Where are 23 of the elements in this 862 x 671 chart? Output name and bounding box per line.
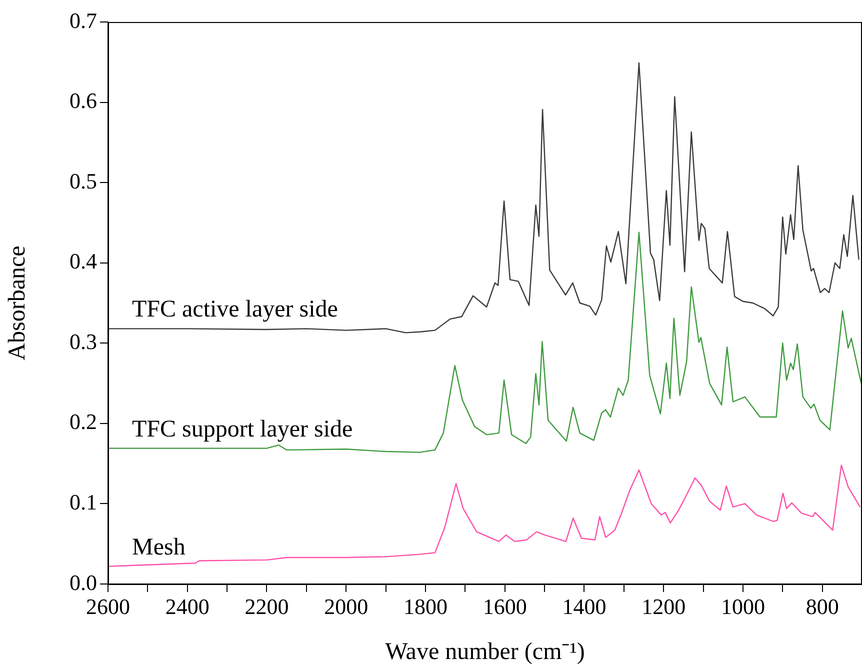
y-tick-label: 0.0 bbox=[70, 570, 97, 595]
y-tick-label: 0.2 bbox=[70, 409, 97, 434]
y-axis-title: Absorbance bbox=[4, 246, 31, 360]
x-tick-label: 2000 bbox=[324, 594, 368, 619]
x-tick-label: 1800 bbox=[403, 594, 448, 619]
x-tick-label: 2200 bbox=[244, 594, 289, 619]
y-tick-label: 0.1 bbox=[70, 489, 97, 514]
y-tick-label: 0.4 bbox=[70, 248, 97, 274]
x-tick-label: 800 bbox=[806, 594, 839, 619]
y-tick-label: 0.5 bbox=[70, 168, 97, 194]
series-label: TFC support layer side bbox=[132, 416, 353, 442]
y-tick-label: 0.3 bbox=[70, 328, 97, 354]
x-tick-label: 1600 bbox=[482, 594, 527, 619]
x-tick-label: 1200 bbox=[642, 594, 686, 619]
y-tick-label: 0.6 bbox=[70, 88, 97, 114]
x-tick-label: 2600 bbox=[86, 594, 130, 619]
x-axis-title: Wave number (cm⁻¹) bbox=[385, 638, 585, 665]
x-tick-label: 2400 bbox=[165, 594, 210, 619]
series-label: TFC active layer side bbox=[132, 296, 338, 323]
y-tick-label: 0.7 bbox=[70, 8, 97, 33]
series-label: Mesh bbox=[132, 534, 186, 560]
x-tick-label: 1400 bbox=[562, 594, 606, 619]
x-tick-label: 1000 bbox=[720, 594, 765, 619]
